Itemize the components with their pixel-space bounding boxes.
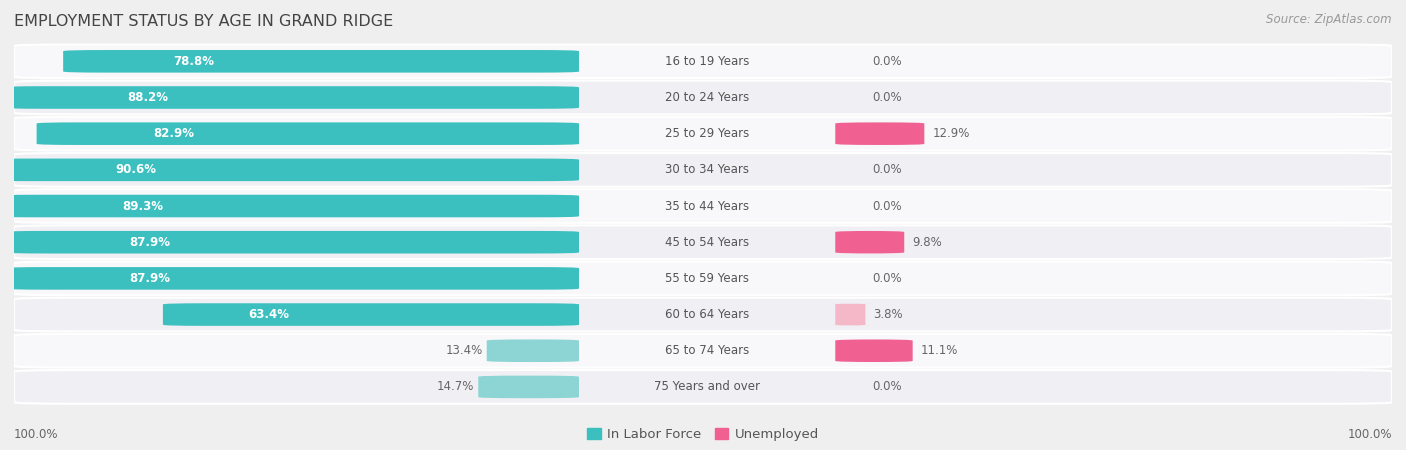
FancyBboxPatch shape [14, 189, 1392, 223]
Text: 75 Years and over: 75 Years and over [654, 380, 761, 393]
Text: 12.9%: 12.9% [932, 127, 970, 140]
Text: 82.9%: 82.9% [153, 127, 194, 140]
Text: 20 to 24 Years: 20 to 24 Years [665, 91, 749, 104]
FancyBboxPatch shape [3, 86, 579, 109]
Text: 0.0%: 0.0% [873, 91, 903, 104]
FancyBboxPatch shape [14, 298, 1392, 331]
FancyBboxPatch shape [14, 81, 1392, 114]
Text: 30 to 34 Years: 30 to 34 Years [665, 163, 749, 176]
FancyBboxPatch shape [163, 303, 579, 326]
FancyBboxPatch shape [14, 117, 1392, 150]
FancyBboxPatch shape [14, 334, 1392, 368]
FancyBboxPatch shape [14, 261, 1392, 295]
Text: 78.8%: 78.8% [173, 55, 214, 68]
FancyBboxPatch shape [486, 339, 579, 362]
Text: 90.6%: 90.6% [115, 163, 156, 176]
Text: EMPLOYMENT STATUS BY AGE IN GRAND RIDGE: EMPLOYMENT STATUS BY AGE IN GRAND RIDGE [14, 14, 394, 28]
FancyBboxPatch shape [4, 267, 579, 290]
FancyBboxPatch shape [37, 122, 579, 145]
FancyBboxPatch shape [14, 153, 1392, 187]
Text: 35 to 44 Years: 35 to 44 Years [665, 199, 749, 212]
Text: 25 to 29 Years: 25 to 29 Years [665, 127, 749, 140]
Text: 14.7%: 14.7% [437, 380, 474, 393]
Text: Source: ZipAtlas.com: Source: ZipAtlas.com [1267, 14, 1392, 27]
Text: 63.4%: 63.4% [247, 308, 288, 321]
FancyBboxPatch shape [835, 122, 924, 145]
Text: 3.8%: 3.8% [873, 308, 903, 321]
Text: 11.1%: 11.1% [921, 344, 959, 357]
FancyBboxPatch shape [14, 225, 1392, 259]
FancyBboxPatch shape [0, 195, 579, 217]
Text: 9.8%: 9.8% [912, 236, 942, 249]
Text: 13.4%: 13.4% [446, 344, 482, 357]
Text: 0.0%: 0.0% [873, 55, 903, 68]
FancyBboxPatch shape [835, 339, 912, 362]
FancyBboxPatch shape [63, 50, 579, 72]
Text: 100.0%: 100.0% [1347, 428, 1392, 441]
Text: 0.0%: 0.0% [873, 380, 903, 393]
Text: 0.0%: 0.0% [873, 199, 903, 212]
Legend: In Labor Force, Unemployed: In Labor Force, Unemployed [582, 423, 824, 446]
Text: 55 to 59 Years: 55 to 59 Years [665, 272, 749, 285]
FancyBboxPatch shape [14, 370, 1392, 404]
Text: 87.9%: 87.9% [129, 236, 170, 249]
FancyBboxPatch shape [835, 231, 904, 253]
FancyBboxPatch shape [478, 376, 579, 398]
FancyBboxPatch shape [14, 45, 1392, 78]
Text: 16 to 19 Years: 16 to 19 Years [665, 55, 749, 68]
FancyBboxPatch shape [0, 158, 579, 181]
Text: 0.0%: 0.0% [873, 163, 903, 176]
Text: 88.2%: 88.2% [128, 91, 169, 104]
Text: 89.3%: 89.3% [122, 199, 163, 212]
Text: 87.9%: 87.9% [129, 272, 170, 285]
Text: 0.0%: 0.0% [873, 272, 903, 285]
FancyBboxPatch shape [4, 231, 579, 253]
FancyBboxPatch shape [824, 303, 876, 326]
Text: 100.0%: 100.0% [14, 428, 59, 441]
Text: 65 to 74 Years: 65 to 74 Years [665, 344, 749, 357]
Text: 60 to 64 Years: 60 to 64 Years [665, 308, 749, 321]
Text: 45 to 54 Years: 45 to 54 Years [665, 236, 749, 249]
